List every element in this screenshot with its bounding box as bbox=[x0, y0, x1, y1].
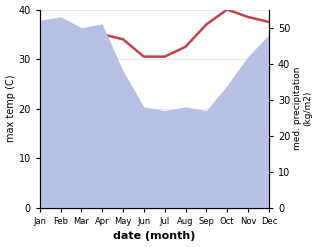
Y-axis label: max temp (C): max temp (C) bbox=[5, 75, 16, 143]
X-axis label: date (month): date (month) bbox=[113, 231, 196, 242]
Y-axis label: med. precipitation
(kg/m2): med. precipitation (kg/m2) bbox=[293, 67, 313, 150]
